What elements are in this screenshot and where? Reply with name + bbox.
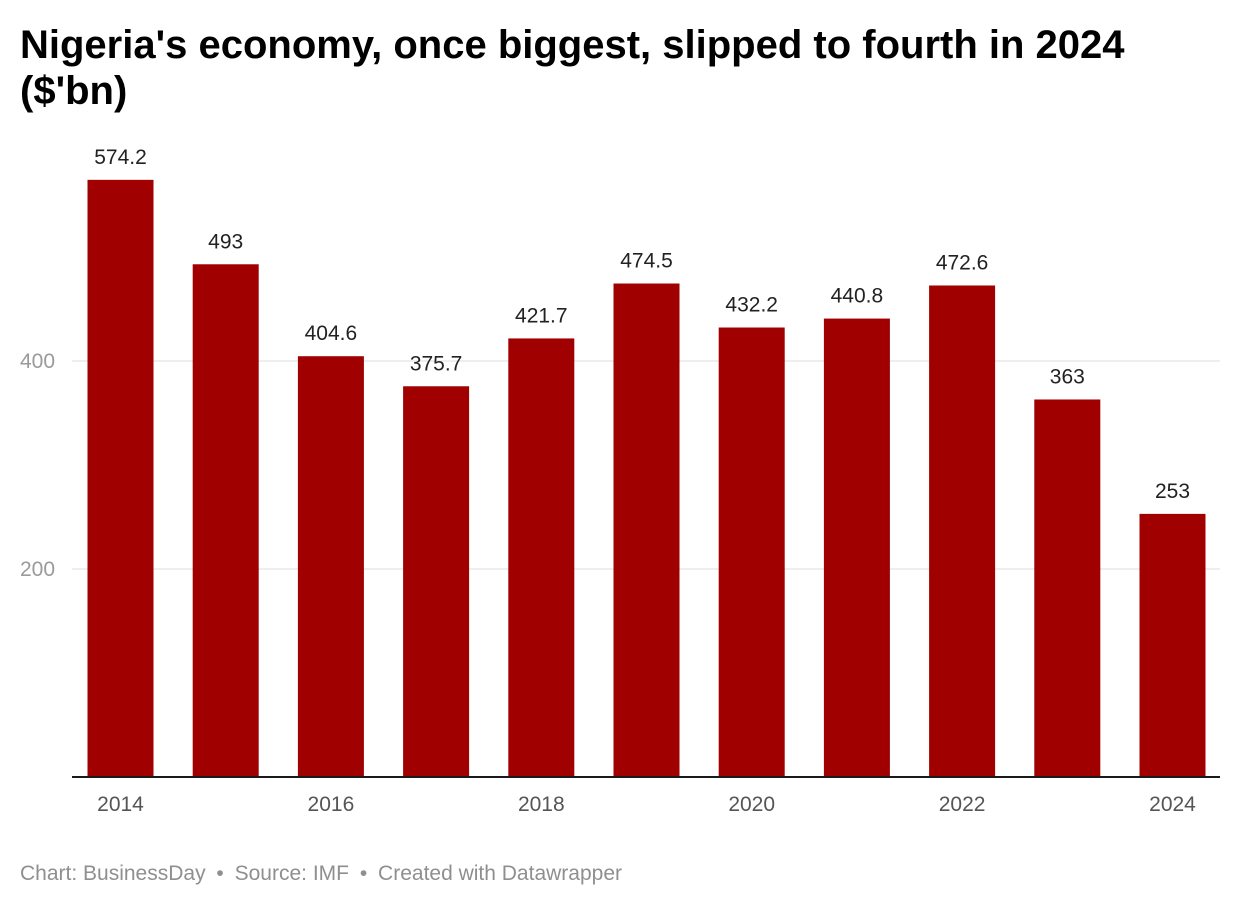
y-tick-label-200: 200 [20, 558, 55, 581]
bar-2021 [823, 318, 890, 777]
x-tick-label-2016: 2016 [308, 793, 355, 816]
value-label-2022: 472.6 [936, 251, 989, 274]
bars [87, 179, 1206, 777]
footer-separator: • [216, 862, 224, 885]
bar-2018 [508, 338, 575, 777]
created-with-text: Created with Datawrapper [378, 862, 622, 885]
bar-2019 [613, 283, 680, 777]
value-label-2024: 253 [1155, 480, 1190, 503]
x-tick-label-2020: 2020 [728, 793, 775, 816]
x-tick-label-2024: 2024 [1149, 793, 1196, 816]
x-tick-label-2022: 2022 [939, 793, 986, 816]
value-labels: 574.2 493 404.6 375.7 421.7 474.5 432.2 440.8 47… [94, 146, 1190, 503]
x-tick-label-2018: 2018 [518, 793, 565, 816]
value-label-2020: 432.2 [725, 294, 778, 317]
bar-2017 [403, 386, 470, 777]
value-label-2019: 474.5 [620, 250, 673, 273]
bar-2023 [1034, 399, 1101, 777]
chart-footer: Chart: BusinessDay • Source: IMF • Creat… [20, 862, 622, 886]
bar-chart: 200 400 574.2 493 404.6 375.7 421.7 474.5 432.2… [20, 146, 1220, 816]
bar-2016 [297, 356, 364, 777]
y-tick-label-400: 400 [20, 350, 55, 373]
bar-2024 [1139, 513, 1206, 777]
chart-credit: Chart: BusinessDay [20, 862, 206, 885]
bar-2022 [929, 285, 996, 777]
value-label-2021: 440.8 [831, 285, 884, 308]
value-label-2015: 493 [208, 230, 243, 253]
x-axis-ticks: 2014 2016 2018 2020 2022 2024 [97, 793, 1196, 816]
bar-2014 [87, 179, 154, 777]
x-tick-label-2014: 2014 [97, 793, 144, 816]
chart-title: Nigeria's economy, once biggest, slipped… [20, 23, 1125, 113]
bar-2015 [192, 264, 259, 777]
value-label-2018: 421.7 [515, 304, 568, 327]
source-text: Source: IMF [234, 862, 349, 885]
value-label-2017: 375.7 [410, 352, 463, 375]
value-label-2016: 404.6 [305, 322, 358, 345]
value-label-2014: 574.2 [94, 146, 147, 169]
value-label-2023: 363 [1050, 365, 1085, 388]
footer-separator: • [359, 862, 368, 885]
bar-2020 [718, 327, 785, 777]
